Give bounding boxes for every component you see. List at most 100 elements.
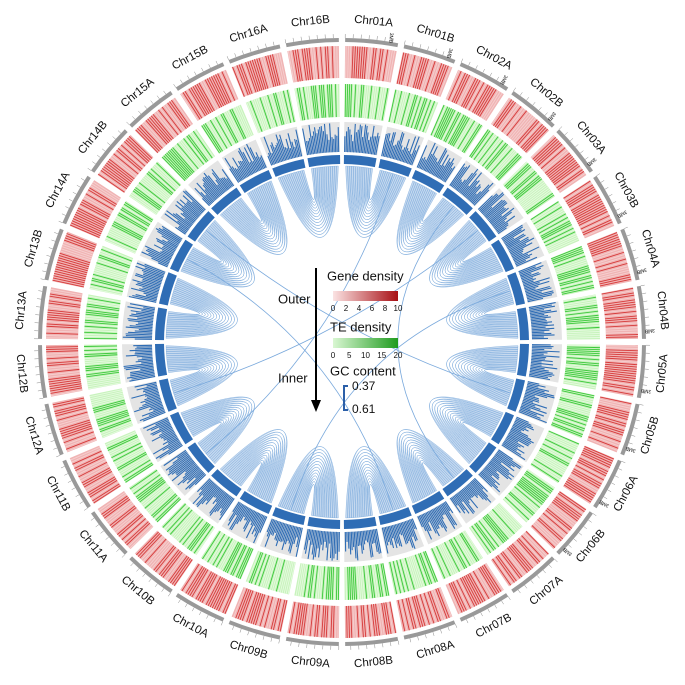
gene-density-stripe [502, 551, 523, 578]
te-density-stripe [545, 437, 576, 452]
te-density-stripe [122, 459, 151, 478]
gc-stripe [501, 226, 524, 241]
gc-stripe [530, 363, 542, 366]
gene-density-stripe [465, 574, 482, 604]
gene-density-stripe [46, 350, 79, 353]
gc-stripe [220, 177, 230, 190]
te-density-stripe [414, 97, 426, 130]
te-density-stripe [87, 378, 121, 386]
te-density-stripe [300, 87, 307, 120]
te-density-stripe [86, 305, 120, 312]
te-density-stripe [280, 91, 290, 124]
gene-density-stripe [165, 103, 186, 131]
te-density-stripe [226, 543, 243, 574]
te-density-stripe [283, 561, 293, 594]
gc-stripe [407, 519, 417, 542]
te-density-stripe [365, 85, 371, 119]
gc-stripe [350, 531, 353, 551]
te-density-stripe [510, 490, 537, 513]
ideogram-tick [638, 272, 643, 275]
gc-stripe [242, 151, 255, 174]
gene-density-stripe [60, 250, 91, 262]
ideogram-tick [487, 608, 490, 613]
gc-stripe [370, 136, 375, 155]
te-density-stripe [494, 506, 518, 532]
gene-density-stripe [107, 160, 134, 181]
tracks [34, 34, 650, 650]
gene-density-stripe [279, 600, 288, 632]
te-density-stripe [444, 542, 460, 572]
gene-density-stripe [272, 598, 282, 631]
te-density-stripe [558, 271, 591, 281]
gene-density-stripe [111, 507, 137, 528]
gene-density-stripe [381, 602, 387, 635]
gene-density-stripe [368, 47, 373, 80]
gc-stripe [275, 522, 285, 547]
gc-stripe [514, 420, 535, 431]
gc-stripe [469, 193, 477, 202]
te-density-stripe [358, 84, 363, 118]
te-density-stripe [129, 469, 158, 490]
gene-density-stripe [544, 152, 571, 174]
gc-stripe [191, 201, 204, 213]
ideogram-tick [178, 599, 181, 604]
gene-density-stripe [605, 334, 638, 336]
gc-stripe [151, 257, 169, 266]
gc-stripe [382, 133, 389, 157]
gene-density-stripe [583, 223, 614, 238]
gc-stripe [296, 527, 302, 548]
gc-stripe [171, 458, 193, 475]
ideogram-tick [44, 262, 49, 265]
gene-density-stripe [245, 61, 257, 93]
ideogram-tick [641, 392, 646, 394]
te-density-stripe [115, 450, 146, 468]
gc-stripe [311, 529, 315, 545]
gene-density-stripe [99, 493, 127, 513]
gene-density-stripe [536, 142, 561, 165]
gc-stripe [512, 252, 523, 259]
te-density-stripe [472, 524, 493, 552]
gene-density-stripe [564, 182, 592, 201]
te-density-stripe [377, 564, 384, 597]
gc-stripe [497, 450, 522, 468]
te-density-stripe [553, 253, 585, 266]
te-density-stripe [308, 86, 314, 119]
ideogram-tick [466, 619, 469, 624]
ideogram-tick [589, 163, 594, 167]
gene-density-stripe [457, 75, 473, 105]
te-density-stripe [97, 413, 129, 425]
gc-stripe [450, 166, 465, 187]
gene-density-stripe [199, 573, 216, 602]
gene-density-stripe [593, 422, 624, 434]
gene-density-stripe [54, 270, 86, 280]
ideogram-tick [112, 136, 116, 140]
te-density-stripe [85, 363, 119, 368]
gc-stripe [471, 479, 489, 497]
te-density-stripe [419, 99, 432, 131]
te-density-stripe [101, 248, 133, 262]
gene-density-stripe [166, 554, 186, 581]
gc-stripe [165, 453, 189, 471]
gene-density-stripe [515, 540, 537, 566]
gc-stripe [367, 136, 372, 154]
gc-stripe [237, 150, 252, 176]
gc-stripe [420, 159, 427, 170]
gc-stripe [125, 365, 154, 371]
ideogram-tick [226, 56, 229, 61]
gene-density-stripe [485, 563, 504, 591]
te-density-stripe [117, 453, 147, 471]
synteny-ribbon [368, 168, 383, 200]
te-density-stripe [138, 182, 166, 204]
te-density-stripe [320, 84, 325, 118]
gene-density-stripe [546, 507, 573, 529]
te-density-stripe [487, 145, 510, 171]
te-density-stripe [85, 309, 119, 315]
gene-density-stripe [183, 564, 202, 593]
gc-stripe [356, 531, 359, 547]
te-density-stripe [156, 498, 182, 523]
gene-density-stripe [370, 47, 375, 80]
chromosome-label: Chr04A [639, 228, 662, 269]
gene-density-stripe [86, 191, 115, 209]
scale-label: 3MB [545, 110, 557, 122]
ideogram-tick [629, 241, 634, 244]
